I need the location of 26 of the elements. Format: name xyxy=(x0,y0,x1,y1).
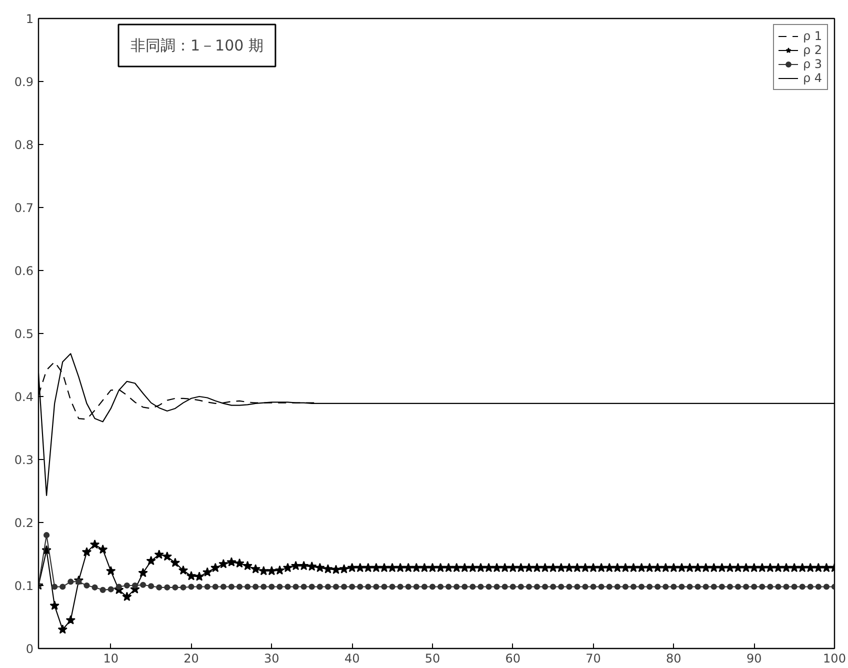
annotation: 非同調：1－100 期 xyxy=(130,36,264,54)
y-tick-label: 0.3 xyxy=(14,453,34,467)
x-tick-label: 60 xyxy=(505,652,521,666)
x-tick-label: 20 xyxy=(184,652,199,666)
x-tick-label: 70 xyxy=(586,652,601,666)
legend-label: ρ 3 xyxy=(803,57,823,71)
x-tick-label: 50 xyxy=(424,652,440,666)
legend-label: ρ 4 xyxy=(803,71,823,85)
legend-label: ρ 1 xyxy=(803,29,823,43)
y-tick-label: 0.8 xyxy=(14,138,34,152)
y-tick-label: 0.1 xyxy=(14,579,34,593)
y-tick-label: 1 xyxy=(26,12,34,26)
y-tick-label: 0.6 xyxy=(14,264,34,278)
x-tick-label: 40 xyxy=(344,652,360,666)
x-tick-label: 90 xyxy=(746,652,762,666)
y-tick-label: 0.2 xyxy=(14,516,34,530)
y-tick-label: 0.5 xyxy=(14,327,34,341)
y-tick-label: 0 xyxy=(26,642,34,656)
y-tick-label: 0.4 xyxy=(14,390,34,404)
y-tick-label: 0.9 xyxy=(14,75,34,89)
x-tick-label: 30 xyxy=(264,652,280,666)
x-tick-label: 80 xyxy=(666,652,682,666)
x-tick-label: 100 xyxy=(823,652,846,666)
legend-label: ρ 2 xyxy=(803,43,823,57)
x-tick-label: 10 xyxy=(103,652,119,666)
y-tick-label: 0.7 xyxy=(14,201,34,215)
